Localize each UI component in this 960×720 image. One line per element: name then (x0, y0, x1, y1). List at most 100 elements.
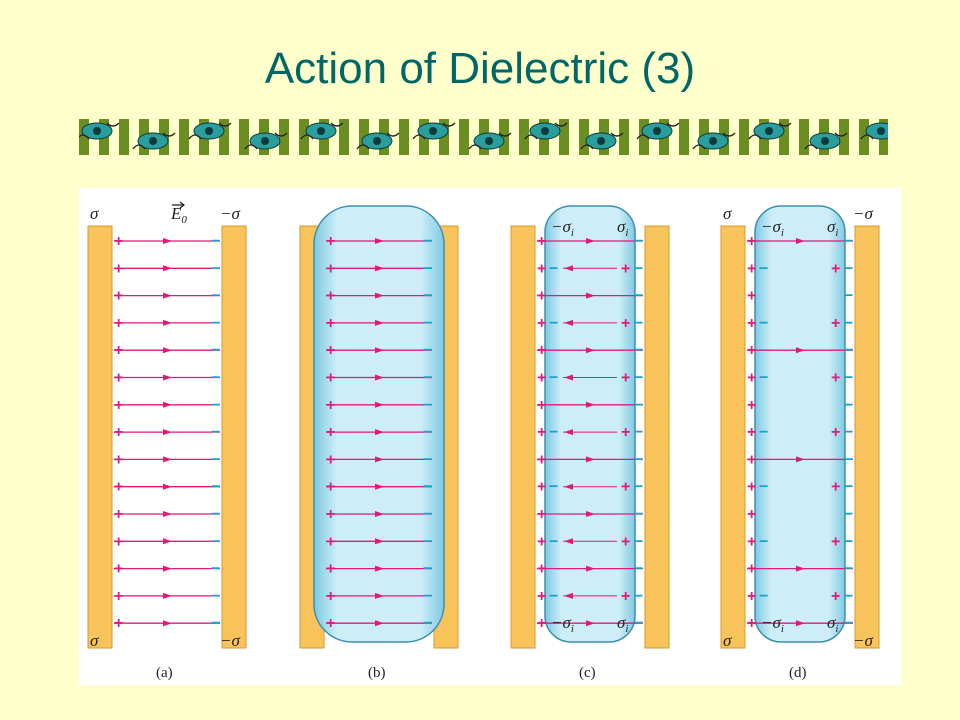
plate-charge-label: σ (723, 204, 732, 223)
plus-charge: + (747, 506, 756, 523)
plus-charge: + (114, 342, 123, 359)
field-arrow (163, 620, 172, 627)
plus-charge: + (326, 479, 335, 496)
plus-charge: + (326, 233, 335, 250)
minus-charge: − (423, 588, 432, 605)
plus-charge: + (114, 397, 123, 414)
minus-charge: − (634, 397, 643, 414)
panel-caption: (a) (156, 665, 173, 681)
field-arrow (163, 429, 172, 436)
flower-icon (356, 132, 400, 150)
plus-charge: + (114, 479, 123, 496)
flower-icon (300, 122, 344, 140)
plus-charge: + (747, 315, 756, 332)
minus-charge: − (423, 506, 432, 523)
plate-charge-label-bottom: σ (90, 631, 99, 650)
flower-icon (692, 132, 736, 150)
induced-field-arrow (564, 538, 573, 545)
field-arrow (375, 592, 384, 599)
induced-pos-label: σi (617, 217, 628, 239)
field-arrow (586, 292, 595, 299)
induced-plus-sign: + (831, 479, 840, 496)
minus-charge: − (423, 233, 432, 250)
flower-icon (412, 122, 456, 140)
minus-charge: − (423, 288, 432, 305)
minus-charge: − (634, 342, 643, 359)
minus-charge: − (634, 260, 643, 277)
induced-plus-sign: + (621, 479, 630, 496)
minus-charge: − (634, 451, 643, 468)
induced-pos-label: σi (827, 217, 838, 239)
plate-charge-label-bottom: σ (723, 631, 732, 650)
field-arrow (163, 319, 172, 326)
induced-minus-sign: − (759, 260, 768, 277)
field-arrow (796, 620, 805, 627)
minus-charge: − (423, 451, 432, 468)
plus-charge: + (114, 370, 123, 387)
minus-charge: − (211, 451, 220, 468)
plus-charge: + (537, 615, 546, 632)
plus-charge: + (114, 424, 123, 441)
induced-minus-sign: − (759, 424, 768, 441)
plus-charge: + (537, 424, 546, 441)
plus-charge: + (326, 370, 335, 387)
minus-charge: − (423, 260, 432, 277)
induced-plus-sign: + (621, 260, 630, 277)
induced-neg-label: −σi (551, 217, 574, 239)
plus-charge: + (537, 370, 546, 387)
field-arrow (163, 456, 172, 463)
minus-charge: − (634, 479, 643, 496)
minus-charge: − (211, 260, 220, 277)
plus-charge: + (747, 397, 756, 414)
minus-charge: − (844, 233, 853, 250)
field-arrow (586, 456, 595, 463)
dielectric-slab (544, 205, 636, 643)
plus-charge: + (537, 588, 546, 605)
plus-charge: + (747, 233, 756, 250)
plus-charge: + (326, 342, 335, 359)
field-arrow (375, 483, 384, 490)
plus-charge: + (747, 424, 756, 441)
field-arrow (375, 456, 384, 463)
plus-charge: + (326, 588, 335, 605)
induced-minus-sign: − (549, 315, 558, 332)
field-arrow (375, 374, 384, 381)
field-arrow (163, 238, 172, 244)
plus-charge: + (747, 615, 756, 632)
induced-neg-label-bottom: −σi (551, 613, 574, 635)
plus-charge: + (326, 506, 335, 523)
decorative-border-strip (79, 119, 888, 155)
left-plate (87, 225, 113, 649)
field-arrow (163, 483, 172, 490)
field-arrow (586, 565, 595, 572)
right-plate (644, 225, 670, 649)
panel-caption: (c) (579, 665, 596, 681)
minus-charge: − (844, 370, 853, 387)
minus-charge: − (844, 588, 853, 605)
field-arrow (586, 620, 595, 627)
minus-charge: − (844, 342, 853, 359)
minus-charge: − (211, 615, 220, 632)
induced-minus-sign: − (549, 260, 558, 277)
field-arrow (163, 565, 172, 572)
field-arrow (163, 374, 172, 381)
plus-charge: + (747, 288, 756, 305)
vector-arrow-icon (172, 201, 185, 209)
plate-charge-label: σ (90, 204, 99, 223)
induced-plus-sign: + (621, 533, 630, 550)
minus-charge: − (423, 342, 432, 359)
field-arrow (796, 565, 805, 572)
plus-charge: + (326, 424, 335, 441)
plus-charge: + (114, 615, 123, 632)
minus-charge: − (423, 315, 432, 332)
induced-plus-sign: + (621, 370, 630, 387)
induced-pos-label-bottom: σi (617, 613, 628, 635)
plus-charge: + (537, 397, 546, 414)
plus-charge: + (747, 588, 756, 605)
induced-minus-sign: − (759, 533, 768, 550)
minus-charge: − (423, 424, 432, 441)
field-arrow (375, 265, 384, 272)
plus-charge: + (537, 260, 546, 277)
induced-minus-sign: − (549, 479, 558, 496)
induced-plus-sign: + (831, 588, 840, 605)
